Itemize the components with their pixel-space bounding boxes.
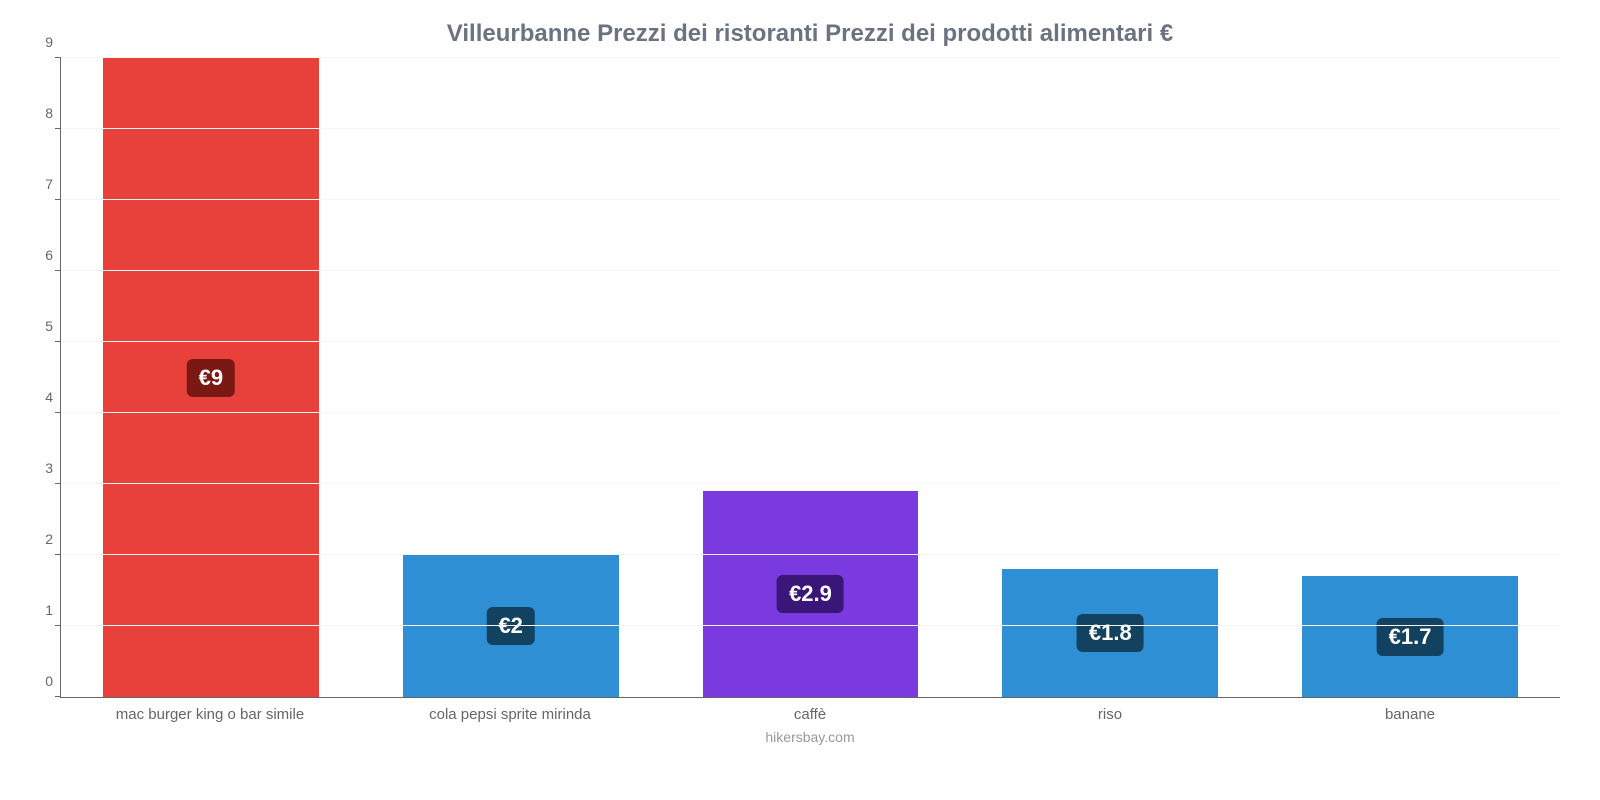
- y-tick-label: 0: [45, 673, 61, 689]
- x-tick-label: cola pepsi sprite mirinda: [360, 706, 660, 723]
- y-tick-label: 6: [45, 247, 61, 263]
- y-tick-label: 1: [45, 602, 61, 618]
- y-tick-label: 7: [45, 176, 61, 192]
- y-tick-mark: [55, 270, 61, 271]
- value-badge: €9: [187, 359, 235, 397]
- bars-row: €9 €2 €2.9 €1.8 €1.7: [61, 58, 1560, 697]
- chart-subtitle: hikersbay.com: [60, 729, 1560, 745]
- chart-title: Villeurbanne Prezzi dei ristoranti Prezz…: [60, 20, 1560, 48]
- y-tick-mark: [55, 483, 61, 484]
- grid-line: [61, 554, 1560, 555]
- bar-slot: €2.9: [661, 58, 961, 697]
- grid-line: [61, 483, 1560, 484]
- grid-line: [61, 199, 1560, 200]
- y-tick-mark: [55, 412, 61, 413]
- y-tick-label: 4: [45, 389, 61, 405]
- value-badge: €1.8: [1077, 614, 1144, 652]
- x-tick-label: caffè: [660, 706, 960, 723]
- bar-slot: €9: [61, 58, 361, 697]
- plot-area: €9€2€2.9€1.8€1.7 0123456789: [60, 58, 1560, 698]
- y-tick-label: 5: [45, 318, 61, 334]
- grid-line: [61, 270, 1560, 271]
- y-tick-mark: [55, 696, 61, 697]
- y-tick-label: 8: [45, 105, 61, 121]
- grid-line: [61, 57, 1560, 58]
- bar-slot: €1.7: [1260, 58, 1560, 697]
- grid-line: [61, 625, 1560, 626]
- grid-line: [61, 341, 1560, 342]
- value-badge: €2.9: [777, 575, 844, 613]
- y-tick-mark: [55, 554, 61, 555]
- x-tick-label: riso: [960, 706, 1260, 723]
- y-tick-label: 2: [45, 531, 61, 547]
- y-tick-label: 9: [45, 34, 61, 50]
- bar: €9: [103, 58, 319, 697]
- bar-slot: €1.8: [960, 58, 1260, 697]
- value-badge: €1.7: [1377, 618, 1444, 656]
- x-axis-labels: mac burger king o bar similecola pepsi s…: [60, 706, 1560, 723]
- grid-line: [61, 412, 1560, 413]
- y-tick-mark: [55, 625, 61, 626]
- chart-container: Villeurbanne Prezzi dei ristoranti Prezz…: [0, 0, 1600, 800]
- bar: €2.9: [703, 491, 919, 697]
- bar-slot: €2: [361, 58, 661, 697]
- y-tick-mark: [55, 57, 61, 58]
- x-tick-label: mac burger king o bar simile: [60, 706, 360, 723]
- x-tick-label: banane: [1260, 706, 1560, 723]
- y-tick-mark: [55, 341, 61, 342]
- y-tick-label: 3: [45, 460, 61, 476]
- y-tick-mark: [55, 128, 61, 129]
- bar: €1.8: [1002, 569, 1218, 697]
- grid-line: [61, 128, 1560, 129]
- y-tick-mark: [55, 199, 61, 200]
- bar: €1.7: [1302, 576, 1518, 697]
